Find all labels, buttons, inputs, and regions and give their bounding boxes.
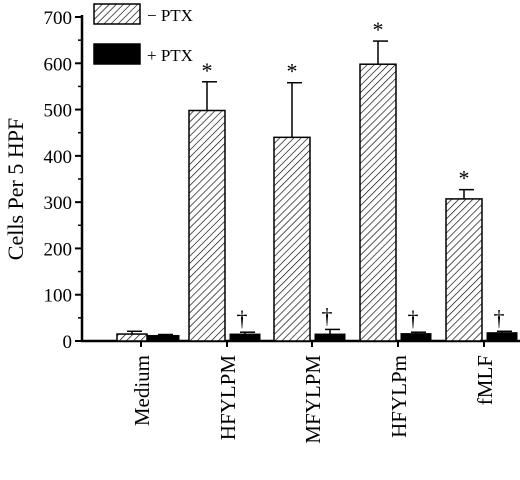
y-tick-label: 600 [44,54,73,75]
y-tick-label: 100 [44,286,73,307]
bar-plus-ptx-fMLF [486,332,518,342]
labels: 0 100 200 300 400 500 600 700 Cells Per 5 HPF Med… [3,8,505,444]
significance-marker-fMLF: * [459,166,470,191]
legend-plus-ptx-swatch [93,43,141,65]
y-tick-label: 500 [44,101,73,122]
inhibition-marker-HFYLPm: † [408,306,419,331]
category-label-fMLF: fMLF [473,355,497,405]
y-axis-title: Cells Per 5 HPF [3,118,28,260]
bar-plus-ptx-HFYLPm [400,333,432,342]
category-label-HFYLPm: HFYLPm [387,355,411,438]
y-tick-label: 700 [44,8,73,29]
bar-minus-ptx-Medium [116,333,148,342]
bar-plus-ptx-HFYLPM [229,333,261,342]
bar-minus-ptx-MFYLPM [273,136,311,342]
y-tick-label: 0 [63,332,73,353]
bar-minus-ptx-fMLF [445,198,483,342]
legend: − PTX + PTX [93,3,193,65]
significance-marker-HFYLPm: * [373,17,384,42]
significance-marker-MFYLPM: * [287,59,298,84]
legend-plus-ptx-label: + PTX [147,46,193,65]
legend-minus-ptx-swatch [93,3,141,25]
category-label-Medium: Medium [130,355,154,426]
legend-minus-ptx-label: − PTX [147,6,193,25]
inhibition-marker-MFYLPM: † [322,303,333,328]
y-tick-label: 400 [44,147,73,168]
bar-minus-ptx-HFYLPM [188,109,226,342]
bar-plus-ptx-MFYLPM [314,333,346,342]
bar-minus-ptx-HFYLPm [359,63,397,342]
inhibition-marker-fMLF: † [494,305,505,330]
y-tick-label: 200 [44,239,73,260]
significance-marker-HFYLPM: * [202,58,213,83]
category-label-HFYLPM: HFYLPM [216,355,240,441]
y-tick-label: 300 [44,193,73,214]
inhibition-marker-HFYLPM: † [237,306,248,331]
bar-plus-ptx-Medium [146,334,180,342]
category-label-MFYLPM: MFYLPM [301,355,325,444]
bars [116,40,518,342]
